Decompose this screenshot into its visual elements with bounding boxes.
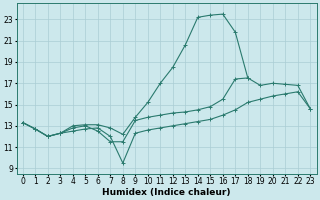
X-axis label: Humidex (Indice chaleur): Humidex (Indice chaleur)	[102, 188, 231, 197]
